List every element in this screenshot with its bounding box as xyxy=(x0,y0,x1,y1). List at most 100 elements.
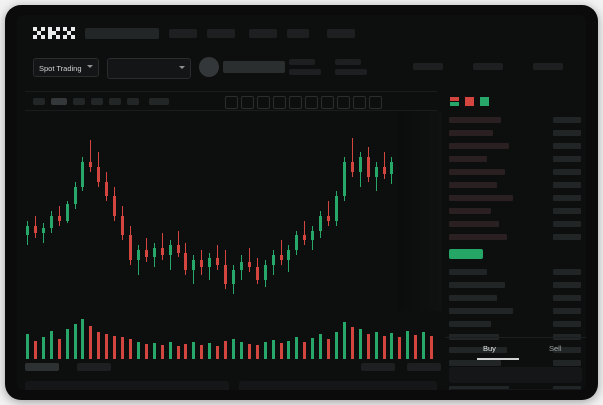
settings-icon[interactable] xyxy=(353,96,366,109)
toolbar-timeframe-more[interactable] xyxy=(149,98,169,105)
orderbook-ask-row[interactable] xyxy=(449,130,493,136)
orderbook-bid-row[interactable] xyxy=(449,282,505,288)
nav-item-2[interactable] xyxy=(169,29,197,38)
candle-body xyxy=(342,162,346,197)
orderbook-bid-row[interactable] xyxy=(449,360,501,366)
toolbar-timeframe-4[interactable] xyxy=(91,98,103,105)
candle-wick xyxy=(42,223,44,243)
nav-item-5[interactable] xyxy=(287,29,309,38)
orderbook-ask-row[interactable] xyxy=(449,169,505,175)
order-price-field[interactable] xyxy=(449,367,582,383)
candle-body xyxy=(263,264,267,280)
orderbook-ask-row[interactable] xyxy=(449,156,487,162)
candle-wick xyxy=(169,240,171,270)
volume-bar xyxy=(366,334,370,359)
volume-bar xyxy=(41,337,45,359)
order-amount-field[interactable] xyxy=(449,389,582,390)
candle-wick xyxy=(145,237,147,263)
volume-bar xyxy=(319,334,323,359)
orderbook-bid-row[interactable] xyxy=(449,321,491,327)
orderbook-ask-row[interactable] xyxy=(449,195,513,201)
nav-item-4[interactable] xyxy=(249,29,277,38)
volume-bar xyxy=(65,329,69,359)
orderbook-bid-row[interactable] xyxy=(449,347,507,353)
tab-sell[interactable]: Sell xyxy=(549,344,562,353)
candle-body xyxy=(49,215,53,229)
toolbar-timeframe-2[interactable] xyxy=(51,98,67,105)
okx-logo[interactable] xyxy=(33,27,75,40)
volume-bar xyxy=(295,337,299,359)
orderbook-bid-row[interactable] xyxy=(449,308,513,314)
orderbook-ask-row[interactable] xyxy=(449,143,509,149)
orderbook-ask-size xyxy=(553,156,581,162)
orderbook-ask-size xyxy=(553,234,581,240)
order-book[interactable] xyxy=(445,113,586,390)
orderbook-ask-size xyxy=(553,195,581,201)
orderbook-bid-row[interactable] xyxy=(449,269,487,275)
orderbook-ask-row[interactable] xyxy=(449,234,507,240)
orderbook-ask-row[interactable] xyxy=(449,208,491,214)
tab-active-underline xyxy=(477,358,519,360)
volume-bar xyxy=(239,342,243,359)
orderbook-bid-size xyxy=(553,308,581,314)
candle-body xyxy=(26,225,29,236)
candle-body xyxy=(374,166,378,177)
orderbook-buy-icon[interactable] xyxy=(479,94,490,106)
chart-footer-tab-3[interactable] xyxy=(361,363,395,371)
orderbook-sell-icon[interactable] xyxy=(464,94,475,106)
chart-footer-tab-4[interactable] xyxy=(407,363,441,371)
chart-type-icon[interactable] xyxy=(225,96,238,109)
stat-label-1 xyxy=(289,59,315,65)
nav-item-primary[interactable] xyxy=(85,28,159,39)
redo-icon[interactable] xyxy=(257,96,270,109)
candle-wick xyxy=(304,220,306,246)
magnet-icon[interactable] xyxy=(337,96,350,109)
nav-item-6[interactable] xyxy=(327,29,355,38)
volume-bar xyxy=(57,339,61,359)
orderbook-view-tabs[interactable] xyxy=(445,91,586,109)
stat-value-2 xyxy=(335,69,367,75)
buy-sell-tabs[interactable]: Buy Sell xyxy=(445,341,586,361)
fullscreen-icon[interactable] xyxy=(369,96,382,109)
volume-bar xyxy=(382,335,386,359)
candle-body xyxy=(73,186,77,204)
tab-buy[interactable]: Buy xyxy=(483,344,496,353)
volume-bar xyxy=(136,342,140,359)
nav-item-3[interactable] xyxy=(207,29,235,38)
volume-bar xyxy=(152,343,156,359)
trading-pair-selector[interactable] xyxy=(107,58,191,79)
chart-footer-tab-2[interactable] xyxy=(77,363,111,371)
trend-tool-icon[interactable] xyxy=(305,96,318,109)
volume-bar xyxy=(208,343,212,359)
chart-toolbar[interactable] xyxy=(25,91,437,111)
candle-body xyxy=(152,247,156,258)
orderbook-ask-row[interactable] xyxy=(449,182,497,188)
orders-panel-left[interactable] xyxy=(25,381,229,390)
toolbar-timeframe-1[interactable] xyxy=(33,98,45,105)
orderbook-spread-indicator xyxy=(449,249,483,259)
candle-wick xyxy=(280,240,282,265)
chart-footer-tab-1[interactable] xyxy=(25,363,59,371)
chevron-down-icon xyxy=(87,65,93,68)
orderbook-both-icon[interactable] xyxy=(449,94,460,106)
candle-body xyxy=(271,255,275,265)
toolbar-timeframe-5[interactable] xyxy=(109,98,121,105)
toolbar-timeframe-3[interactable] xyxy=(73,98,85,105)
indicator-icon[interactable] xyxy=(273,96,286,109)
line-tool-icon[interactable] xyxy=(289,96,302,109)
pencil-icon[interactable] xyxy=(321,96,334,109)
volume-bar xyxy=(430,335,434,359)
orderbook-ask-row[interactable] xyxy=(449,221,499,227)
undo-icon[interactable] xyxy=(241,96,254,109)
orderbook-bid-row[interactable] xyxy=(449,386,509,390)
orders-panel-right[interactable] xyxy=(239,381,437,390)
toolbar-timeframe-6[interactable] xyxy=(127,98,139,105)
orderbook-bid-row[interactable] xyxy=(449,295,497,301)
candle-body xyxy=(311,230,315,241)
price-candlestick-chart[interactable] xyxy=(25,111,437,311)
candle-wick xyxy=(90,140,92,172)
candle-body xyxy=(327,215,331,221)
market-type-selector[interactable]: Spot Trading xyxy=(33,58,99,77)
orderbook-ask-row[interactable] xyxy=(449,117,501,123)
orderbook-ask-size xyxy=(553,117,581,123)
